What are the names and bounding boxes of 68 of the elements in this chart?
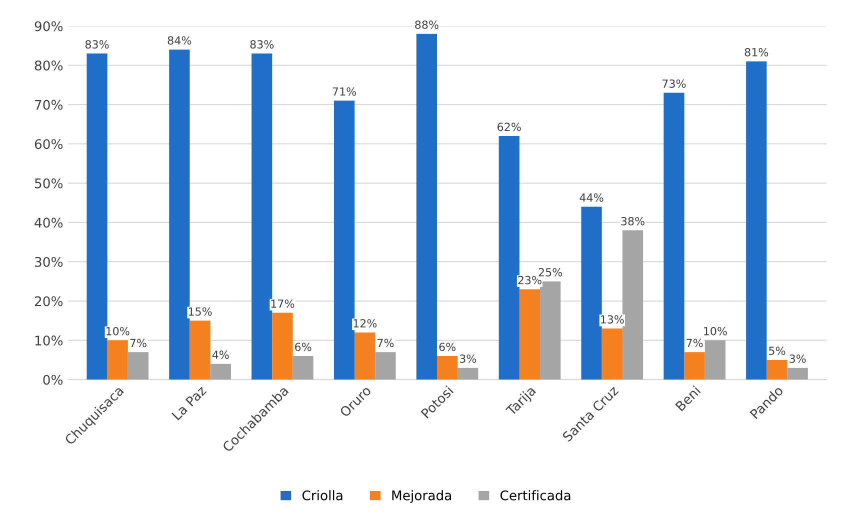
data-label: 6% [295,342,312,352]
bar [169,50,190,380]
y-tick-label: 50% [34,178,63,188]
bar [190,320,210,380]
data-label: 83% [250,40,274,49]
data-label: 10% [704,326,727,336]
bar [746,61,767,380]
data-label: 62% [498,122,521,132]
data-label: 4% [212,350,229,359]
data-label: 3% [460,354,476,363]
bar [664,92,684,380]
bar [252,54,272,380]
bar [622,230,644,380]
y-tick-label: 20% [34,296,63,306]
y-tick-label: 90% [34,21,63,32]
bar [498,136,520,380]
data-label: 13% [601,315,624,324]
bar [416,34,437,380]
bar [787,368,808,380]
y-tick-label: 60% [34,139,63,150]
data-label: 25% [538,268,562,276]
data-label: 71% [332,87,356,96]
data-label: 38% [621,216,644,226]
data-label: 44% [580,193,604,202]
bar [107,340,128,380]
data-label: 7% [378,338,394,348]
bar [519,289,540,380]
y-tick-label: 0% [43,374,63,385]
data-label: 7% [686,338,703,348]
bar [458,368,478,380]
data-label: 83% [85,40,109,49]
data-label: 5% [769,346,786,356]
data-label: 84% [168,36,192,45]
bar [766,360,788,380]
bar [704,340,726,380]
bar [272,312,293,380]
data-label: 88% [415,20,438,29]
data-label: 73% [662,79,686,88]
bar [210,364,231,380]
y-tick-label: 10% [35,336,63,346]
x-tick-label: La Paz [172,385,207,420]
data-label: 17% [271,299,294,308]
legend-label: Criolla [302,490,342,500]
y-tick-label: 70% [35,100,63,110]
bar [334,100,355,380]
bar [602,328,622,380]
bar [684,352,705,380]
data-label: 12% [354,319,377,328]
bar [292,356,314,380]
y-tick-label: 30% [34,256,63,267]
data-label: 15% [188,307,212,316]
data-label: 10% [106,326,130,336]
legend-label: Mejorada [392,490,452,503]
bar [128,352,149,380]
y-tick-label: 80% [34,60,63,70]
bar [540,281,561,380]
data-label: 81% [744,48,768,56]
data-label: 7% [130,338,146,348]
data-label: 6% [439,342,456,352]
bar [86,54,108,380]
data-label: 23% [518,276,542,284]
bar [581,206,602,380]
bar [354,332,376,380]
data-label: 3% [790,354,806,363]
legend-label: Certificada [500,490,570,500]
bar [375,352,396,380]
bar [436,356,458,380]
y-tick-label: 40% [34,218,63,228]
